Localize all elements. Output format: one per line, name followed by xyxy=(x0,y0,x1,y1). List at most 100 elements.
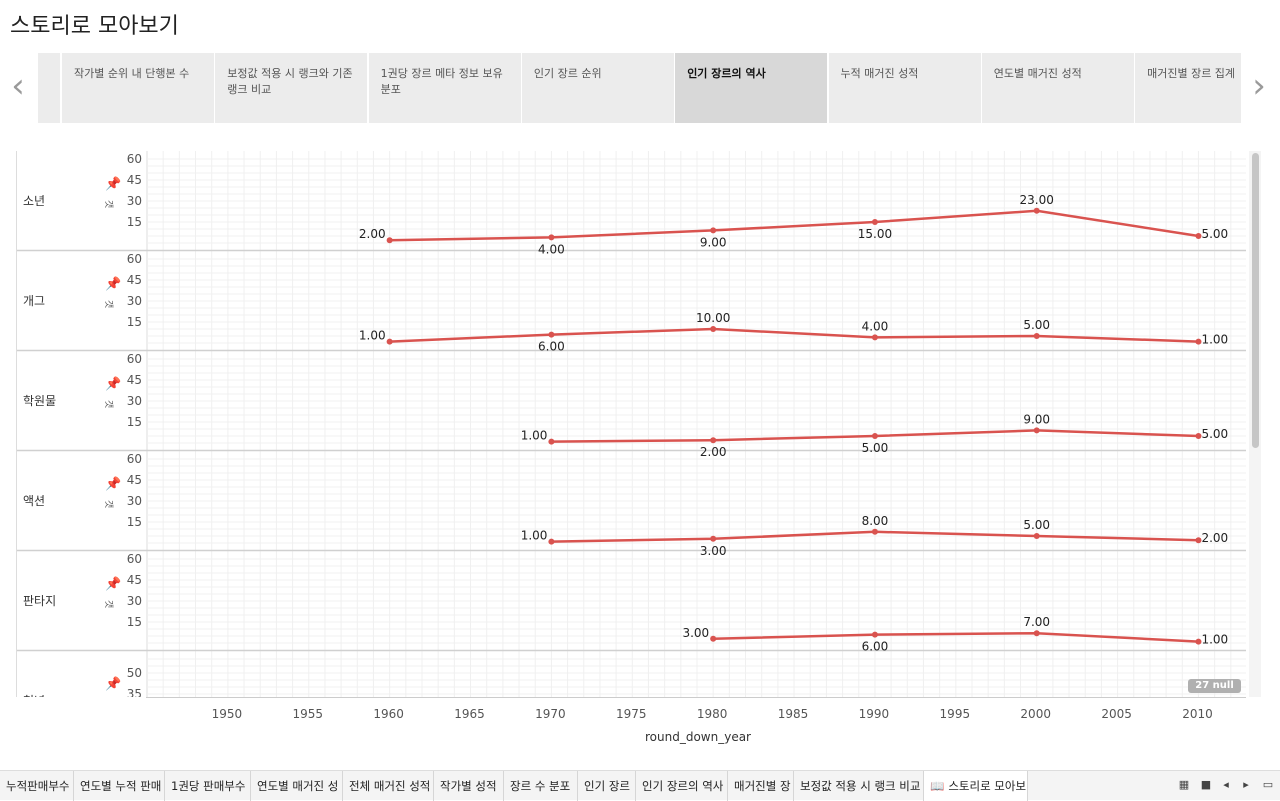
x-tick-label: 2005 xyxy=(1101,707,1132,721)
data-label: 1.00 xyxy=(1201,633,1228,647)
data-point[interactable] xyxy=(548,538,555,545)
data-point[interactable] xyxy=(1195,338,1202,345)
story-point-4[interactable]: 인기 장르 순위 xyxy=(521,53,674,123)
story-point-7[interactable]: 연도별 매거진 성적 xyxy=(981,53,1134,123)
x-tick-label: 1960 xyxy=(373,707,404,721)
data-label: 9.00 xyxy=(700,235,727,249)
story-book-icon: 📖 xyxy=(930,779,945,793)
y-tick-label: 15 xyxy=(127,615,142,629)
sheet-tab[interactable]: 작가별 성적 xyxy=(434,771,504,801)
sheet-tab[interactable]: 연도별 누적 판매 xyxy=(74,771,165,801)
genre-label: 판타지 xyxy=(23,594,56,608)
sheet-tab[interactable]: 📖 스토리로 모아보 xyxy=(924,771,1028,801)
data-point[interactable] xyxy=(548,331,555,338)
sheet-tab[interactable]: 누적판매부수 xyxy=(0,771,74,801)
y-tick-label: 60 xyxy=(127,452,142,466)
story-point-2[interactable]: 보정값 적용 시 랭크와 기존 랭크 비교 xyxy=(215,53,368,123)
y-tick-label: 60 xyxy=(127,552,142,566)
sheet-tab[interactable]: 보정값 적용 시 랭크 비교 xyxy=(794,771,924,801)
data-point[interactable] xyxy=(871,433,878,439)
show-sheets-grid-icon[interactable]: ▦ xyxy=(1178,778,1190,791)
data-point[interactable] xyxy=(1033,207,1040,214)
data-point[interactable] xyxy=(871,528,878,535)
sheet-tab[interactable]: 매거진별 장 xyxy=(728,771,794,801)
filmstrip-icon[interactable]: ■ xyxy=(1200,778,1212,791)
pin-icon[interactable]: 📌 xyxy=(105,275,121,292)
story-point-6[interactable]: 누적 매거진 성적 xyxy=(828,53,981,123)
data-point[interactable] xyxy=(1033,533,1040,539)
data-point[interactable] xyxy=(710,326,717,332)
y-tick-label: 15 xyxy=(127,515,142,529)
data-point[interactable] xyxy=(1195,638,1202,645)
next-story-point-icon[interactable]: › xyxy=(1252,66,1266,106)
y-tick-label: 45 xyxy=(127,573,142,587)
data-point[interactable] xyxy=(710,437,717,444)
previous-story-point-icon[interactable]: ‹ xyxy=(11,66,25,106)
x-axis-title: round_down_year xyxy=(645,730,751,744)
story-point-8[interactable]: 매거진별 장르 집계 xyxy=(1135,53,1241,123)
data-point[interactable] xyxy=(386,338,393,345)
data-point[interactable] xyxy=(1033,333,1040,339)
data-point[interactable] xyxy=(871,334,878,341)
data-point[interactable] xyxy=(548,438,555,445)
y-tick-label: 60 xyxy=(127,152,142,166)
sheet-tab-label: 인기 장르 xyxy=(584,779,630,793)
data-label: 1.00 xyxy=(1201,333,1228,347)
data-point[interactable] xyxy=(1033,427,1040,434)
data-point[interactable] xyxy=(710,227,717,234)
data-point[interactable] xyxy=(710,535,717,542)
data-point[interactable] xyxy=(386,237,393,244)
story-point-3[interactable]: 1권당 장르 메타 정보 보유 분포 xyxy=(368,53,521,123)
data-point[interactable] xyxy=(710,635,717,642)
sheet-tab[interactable]: 장르 수 분포 xyxy=(504,771,578,801)
presentation-mode-icon[interactable]: ▭ xyxy=(1262,778,1274,791)
data-label: 1.00 xyxy=(521,529,548,543)
null-indicator-badge[interactable]: 27 null xyxy=(1188,679,1241,693)
story-point-1[interactable]: 작가별 순위 내 단행본 수 xyxy=(62,53,214,123)
data-point[interactable] xyxy=(1195,433,1202,439)
sheet-tab[interactable]: 1권당 판매부수 xyxy=(165,771,251,801)
story-point-label: 1권당 장르 메타 정보 보유 xyxy=(380,67,503,80)
data-label: 1.00 xyxy=(359,329,386,343)
y-tick-label: 15 xyxy=(127,215,142,229)
story-point-stub[interactable] xyxy=(38,53,60,123)
genre-row: 학원물 📌 갯 60 45 30 15 1.00 2.00 5.00 9.00 5.00 xyxy=(17,352,1246,459)
sheet-tab[interactable]: 전체 매거진 성적 xyxy=(343,771,434,801)
data-point[interactable] xyxy=(1195,537,1202,544)
genre-row: 액션 📌 갯 60 45 30 15 1.00 3.00 8.00 5.00 2.00 xyxy=(17,452,1246,558)
sheet-tab-label: 장르 수 분포 xyxy=(510,779,571,793)
data-point[interactable] xyxy=(1195,233,1202,239)
series-line[interactable] xyxy=(713,631,1199,643)
tab-scroll-right-icon[interactable]: ▸ xyxy=(1243,778,1249,791)
sheet-tab[interactable]: 연도별 매거진 성 xyxy=(251,771,343,801)
tab-scroll-left-icon[interactable]: ◂ xyxy=(1223,778,1229,791)
sheet-tab-label: 1권당 판매부수 xyxy=(171,779,246,793)
data-point[interactable] xyxy=(1033,630,1040,637)
sheet-tab[interactable]: 인기 장르 xyxy=(578,771,636,801)
genre-row: 판타지 📌 갯 60 45 30 15 3.00 6.00 7.00 1.00 xyxy=(17,552,1246,654)
data-label: 5.00 xyxy=(1201,227,1228,241)
data-point[interactable] xyxy=(871,219,878,225)
x-tick-label: 1985 xyxy=(778,707,809,721)
sheet-tab-label: 작가별 성적 xyxy=(440,779,497,793)
series-line[interactable] xyxy=(389,209,1199,242)
pin-icon[interactable]: 📌 xyxy=(105,475,121,492)
story-point-5[interactable]: 인기 장르의 역사 xyxy=(675,53,828,123)
genre-label: 학원물 xyxy=(23,394,56,408)
story-point-label: 매거진별 장르 집계 xyxy=(1147,67,1236,80)
pin-icon[interactable]: 📌 xyxy=(105,675,121,692)
pin-icon[interactable]: 📌 xyxy=(105,375,121,392)
pin-icon[interactable]: 📌 xyxy=(105,175,121,192)
sheet-tab[interactable]: 인기 장르의 역사 xyxy=(636,771,728,801)
data-label: 4.00 xyxy=(538,242,565,256)
y-tick-label: 45 xyxy=(127,273,142,287)
pin-icon[interactable]: 📌 xyxy=(105,575,121,592)
data-point[interactable] xyxy=(548,234,555,241)
series-line[interactable] xyxy=(389,327,1199,343)
data-label: 3.00 xyxy=(700,544,727,558)
data-label: 23.00 xyxy=(1020,193,1054,207)
scrollbar-thumb[interactable] xyxy=(1252,153,1259,448)
data-point[interactable] xyxy=(871,631,878,638)
sheet-tab-label: 연도별 누적 판매 xyxy=(80,779,162,793)
genre-label: 소년 xyxy=(23,194,45,208)
